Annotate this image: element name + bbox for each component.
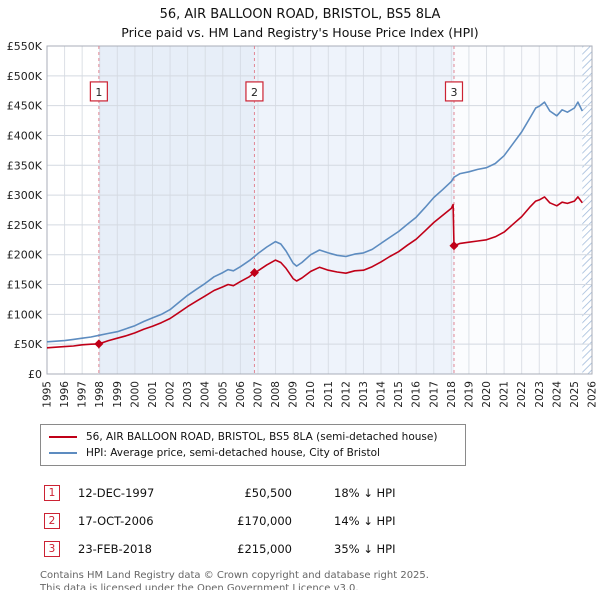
- svg-text:1: 1: [95, 86, 102, 99]
- svg-text:2014: 2014: [376, 381, 388, 408]
- sale-price: £170,000: [237, 514, 292, 528]
- sale-number-badge: 3: [44, 541, 60, 557]
- svg-text:£400K: £400K: [7, 129, 43, 142]
- svg-text:2000: 2000: [129, 381, 141, 408]
- legend-item-property: 56, AIR BALLOON ROAD, BRISTOL, BS5 8LA (…: [49, 429, 457, 445]
- sale-price: £215,000: [237, 542, 292, 556]
- sale-hpi-delta: 35% ↓ HPI: [334, 542, 396, 556]
- sale-row-3: 3 23-FEB-2018 £215,000 35% ↓ HPI: [44, 535, 600, 563]
- legend-label-hpi: HPI: Average price, semi-detached house,…: [86, 447, 380, 459]
- svg-text:1995: 1995: [42, 381, 54, 408]
- svg-text:2011: 2011: [323, 381, 335, 408]
- price-chart-svg: 1 2 3 £0 £50K £100K £150K £200K £250K £300K £350K £…: [7, 42, 599, 408]
- svg-text:2023: 2023: [534, 381, 546, 408]
- svg-text:2022: 2022: [516, 381, 528, 408]
- legend-item-hpi: HPI: Average price, semi-detached house,…: [49, 445, 457, 461]
- legend-label-property: 56, AIR BALLOON ROAD, BRISTOL, BS5 8LA (…: [86, 431, 438, 443]
- sale-hpi-delta: 18% ↓ HPI: [334, 486, 396, 500]
- svg-text:£50K: £50K: [14, 338, 43, 351]
- svg-text:2025: 2025: [569, 381, 581, 408]
- svg-text:2013: 2013: [358, 381, 370, 408]
- svg-text:£500K: £500K: [7, 70, 43, 83]
- svg-text:£100K: £100K: [7, 308, 43, 321]
- svg-text:2019: 2019: [463, 381, 475, 408]
- sale-date: 17-OCT-2006: [78, 514, 154, 528]
- legend: 56, AIR BALLOON ROAD, BRISTOL, BS5 8LA (…: [40, 424, 466, 466]
- property-line-swatch-icon: [49, 436, 77, 438]
- svg-text:£0: £0: [28, 368, 42, 381]
- svg-text:2017: 2017: [428, 381, 440, 408]
- chart-subtitle: Price paid vs. HM Land Registry's House …: [121, 25, 479, 40]
- svg-text:£350K: £350K: [7, 159, 43, 172]
- svg-text:2003: 2003: [182, 381, 194, 408]
- svg-text:2016: 2016: [411, 381, 423, 408]
- svg-text:2006: 2006: [235, 381, 247, 408]
- sale-row-1: 1 12-DEC-1997 £50,500 18% ↓ HPI: [44, 479, 600, 507]
- svg-text:2024: 2024: [551, 381, 563, 408]
- svg-text:£200K: £200K: [7, 249, 43, 262]
- svg-text:£250K: £250K: [7, 219, 43, 232]
- svg-text:£550K: £550K: [7, 42, 43, 53]
- svg-text:2004: 2004: [200, 381, 212, 408]
- svg-text:2005: 2005: [217, 381, 229, 408]
- svg-text:2026: 2026: [587, 381, 599, 408]
- svg-text:1999: 1999: [112, 381, 124, 408]
- svg-text:2020: 2020: [481, 381, 493, 408]
- sale-date: 12-DEC-1997: [78, 486, 155, 500]
- sale-number-badge: 1: [44, 485, 60, 501]
- svg-text:2012: 2012: [340, 381, 352, 408]
- chart-header: 56, AIR BALLOON ROAD, BRISTOL, BS5 8LA P…: [0, 0, 600, 40]
- svg-text:2008: 2008: [270, 381, 282, 408]
- sales-table: 1 12-DEC-1997 £50,500 18% ↓ HPI 2 17-OCT…: [44, 479, 600, 563]
- svg-text:2021: 2021: [499, 381, 511, 408]
- svg-text:2001: 2001: [147, 381, 159, 408]
- sale-hpi-delta: 14% ↓ HPI: [334, 514, 396, 528]
- sale-number-badge: 2: [44, 513, 60, 529]
- svg-text:2018: 2018: [446, 381, 458, 408]
- footer-attribution: Contains HM Land Registry data © Crown c…: [40, 570, 600, 590]
- hpi-line-swatch-icon: [49, 452, 77, 454]
- chart-title: 56, AIR BALLOON ROAD, BRISTOL, BS5 8LA: [159, 7, 441, 22]
- svg-text:1996: 1996: [59, 381, 71, 408]
- svg-text:1997: 1997: [77, 381, 89, 408]
- svg-text:3: 3: [450, 86, 457, 99]
- sale-price: £50,500: [244, 486, 292, 500]
- svg-text:2007: 2007: [252, 381, 264, 408]
- footer-line-1: Contains HM Land Registry data © Crown c…: [40, 570, 429, 581]
- svg-text:£450K: £450K: [7, 100, 43, 113]
- svg-text:2: 2: [251, 86, 258, 99]
- svg-text:£150K: £150K: [7, 279, 43, 292]
- svg-text:1998: 1998: [94, 381, 106, 408]
- sale-row-2: 2 17-OCT-2006 £170,000 14% ↓ HPI: [44, 507, 600, 535]
- svg-text:2002: 2002: [165, 381, 177, 408]
- svg-text:2010: 2010: [305, 381, 317, 408]
- svg-text:2015: 2015: [393, 381, 405, 408]
- footer-line-2: This data is licensed under the Open Gov…: [40, 582, 359, 590]
- svg-text:2009: 2009: [288, 381, 300, 408]
- svg-text:£300K: £300K: [7, 189, 43, 202]
- sale-date: 23-FEB-2018: [78, 542, 152, 556]
